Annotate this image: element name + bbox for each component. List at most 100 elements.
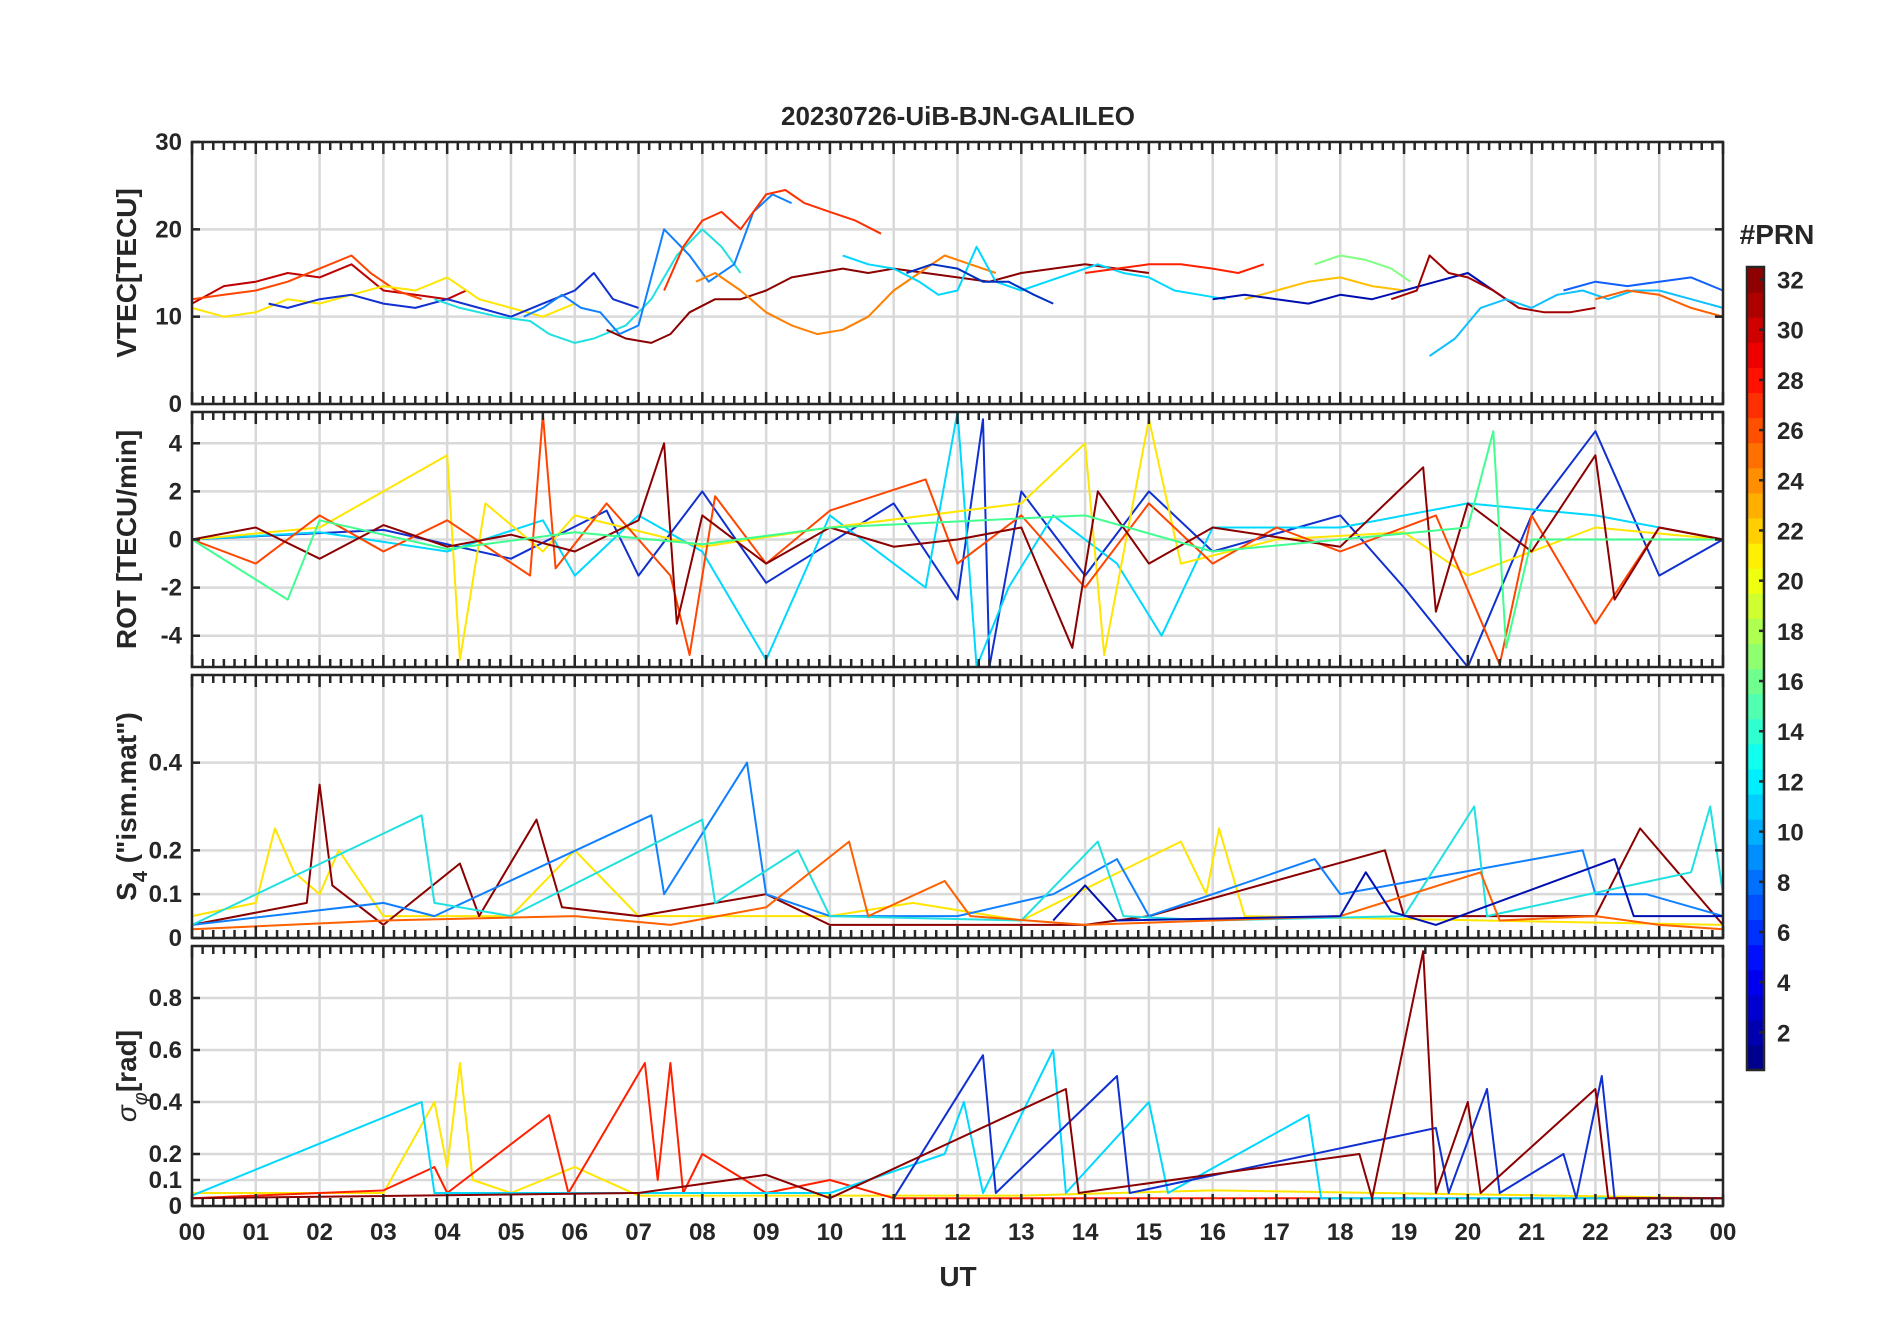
colorbar-swatch xyxy=(1747,793,1764,820)
series-line-prn-31 xyxy=(606,263,1150,344)
series-line-prn-19 xyxy=(191,276,576,318)
colorbar-swatch xyxy=(1747,919,1764,946)
series-line-prn-12 xyxy=(434,228,742,344)
x-tick-label: 12 xyxy=(944,1219,971,1246)
colorbar-swatch xyxy=(1747,367,1764,394)
colorbar-swatch xyxy=(1747,869,1764,895)
colorbar-tick-label: 18 xyxy=(1777,619,1804,646)
series-line-prn-16 xyxy=(191,430,1723,649)
rot-ylabel: ROT [TECU/min] xyxy=(111,430,142,649)
x-tick-label: 23 xyxy=(1646,1219,1673,1246)
vtec-ylabel: VTEC[TECU] xyxy=(111,188,142,358)
series-line-prn-3 xyxy=(1212,272,1520,309)
x-tick-label: 00 xyxy=(1710,1219,1737,1246)
y-tick-label: 30 xyxy=(155,129,182,156)
series-line-prn-31 xyxy=(191,442,1724,649)
series-line-prn-21 xyxy=(1244,276,1405,301)
vtec-ticks: 0 10 20 30 xyxy=(155,129,1725,418)
colorbar-swatch xyxy=(1747,894,1764,921)
colorbar-swatches xyxy=(1747,267,1764,1071)
y-tick-label: 0.8 xyxy=(149,985,182,1012)
series-line-prn-32 xyxy=(1390,254,1596,314)
colorbar-tick-label: 22 xyxy=(1777,518,1804,545)
series-line-prn-11 xyxy=(1429,289,1724,357)
colorbar-swatch xyxy=(1747,467,1764,494)
colorbar-tick-label: 20 xyxy=(1777,569,1804,596)
series-line-prn-13 xyxy=(842,245,1226,301)
series-line-prn-4 xyxy=(906,263,1054,305)
colorbar-swatch xyxy=(1747,668,1764,695)
x-tick-label: 03 xyxy=(370,1219,397,1246)
x-tick-label: 22 xyxy=(1582,1219,1609,1246)
x-tick-label: 11 xyxy=(881,1219,906,1246)
colorbar-swatch xyxy=(1747,618,1764,645)
colorbar-tick-label: 14 xyxy=(1777,719,1804,746)
x-axis-label: UT xyxy=(939,1261,976,1292)
colorbar-tick-label: 4 xyxy=(1777,970,1791,997)
y-tick-label: 0.6 xyxy=(149,1037,182,1064)
series-line-prn-8 xyxy=(523,193,793,336)
y-tick-label: 0 xyxy=(169,391,182,418)
series-line-prn-24 xyxy=(695,254,997,336)
colorbar-tick-label: 12 xyxy=(1777,769,1804,796)
colorbar-tick-label: 10 xyxy=(1777,820,1804,847)
x-tick-label: 07 xyxy=(625,1219,652,1246)
colorbar-tick-label: 24 xyxy=(1777,468,1804,495)
colorbar-swatch xyxy=(1747,543,1764,569)
s4-ylabel-text: S4 ("ism.mat") xyxy=(111,712,152,901)
series-line-prn-19 xyxy=(192,1062,1724,1200)
colorbar-swatch xyxy=(1747,317,1764,343)
x-tick-label: 09 xyxy=(753,1219,780,1246)
y-tick-label: 0 xyxy=(169,925,182,952)
y-tick-label: 0.4 xyxy=(149,1089,183,1116)
sigma-phi-series xyxy=(191,950,1724,1200)
y-tick-label: 0 xyxy=(169,1193,182,1220)
colorbar-tick-label: 28 xyxy=(1777,368,1804,395)
colorbar-title: #PRN xyxy=(1740,219,1815,250)
y-tick-label: 2 xyxy=(169,478,182,505)
colorbar-tick-label: 30 xyxy=(1777,318,1804,345)
colorbar-swatch xyxy=(1747,844,1764,870)
x-axis-tick-labels: 00 01 02 03 04 05 06 07 08 09 10 11 12 13 14 15 16 17 18 19… xyxy=(179,1219,1737,1246)
x-tick-label: 02 xyxy=(306,1219,333,1246)
series-line-prn-12 xyxy=(191,805,1724,926)
y-tick-label: 20 xyxy=(155,216,182,243)
colorbar-swatch xyxy=(1747,492,1764,519)
vtec-series xyxy=(191,189,1724,357)
panel-vtec: 0 10 20 30 VTEC[TECU] xyxy=(111,129,1725,418)
colorbar-swatch xyxy=(1747,442,1764,469)
series-line-prn-3 xyxy=(1052,858,1723,926)
sigma-phi-grid xyxy=(190,946,1725,1208)
y-tick-label: 0.1 xyxy=(149,1167,182,1194)
x-tick-label: 00 xyxy=(179,1219,206,1246)
x-tick-label: 08 xyxy=(689,1219,716,1246)
sigma-phi-ticks: 00.10.2 0.4 0.6 0.8 xyxy=(149,946,1725,1220)
vtec-grid xyxy=(190,140,1725,406)
panel-sigma-phi: 00.10.2 0.4 0.6 0.8 σφ[rad] xyxy=(111,944,1725,1220)
y-tick-label: 4 xyxy=(169,430,183,457)
colorbar-tick-label: 6 xyxy=(1777,920,1790,947)
x-tick-label: 04 xyxy=(434,1219,461,1246)
colorbar-swatch xyxy=(1747,392,1764,419)
series-line-prn-26 xyxy=(191,254,422,301)
y-tick-label: 0.4 xyxy=(149,750,183,777)
series-line-prn-26 xyxy=(191,413,1724,666)
colorbar-tick-label: 8 xyxy=(1777,870,1790,897)
sigma-phi-ylabel-text: σφ[rad] xyxy=(111,1030,152,1122)
y-tick-label: 0.2 xyxy=(149,1141,182,1168)
panel-s4: 0 0.1 0.2 0.4 S4 ("ism.mat") xyxy=(111,673,1725,952)
y-tick-label: -2 xyxy=(161,575,182,602)
y-tick-label: 0 xyxy=(169,527,182,554)
series-line-prn-5 xyxy=(191,418,1724,668)
series-line-prn-25 xyxy=(191,840,1724,931)
s4-series xyxy=(191,761,1724,931)
series-line-prn-19 xyxy=(191,827,1724,926)
rot-ticks: -4 -2 0 2 4 xyxy=(161,412,1725,667)
x-tick-label: 18 xyxy=(1327,1219,1354,1246)
series-line-prn-19 xyxy=(191,418,1724,661)
colorbar-tick-label: 26 xyxy=(1777,418,1804,445)
vtec-frame xyxy=(190,140,1725,406)
